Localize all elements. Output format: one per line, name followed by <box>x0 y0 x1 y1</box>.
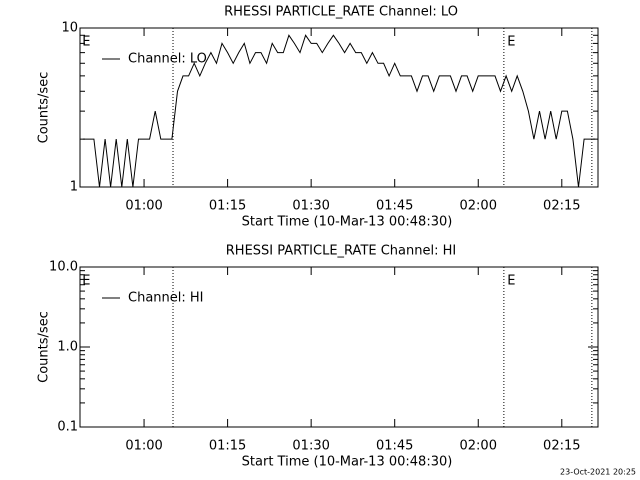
x-tick-label: 01:45 <box>376 439 413 454</box>
x-tick-label: 01:30 <box>292 439 329 454</box>
y-tick-label: 10 <box>61 21 78 36</box>
y-tick-label: 10.0 <box>49 260 78 275</box>
y-tick-label: 1.0 <box>57 340 78 355</box>
x-tick-label: 02:15 <box>543 439 580 454</box>
plot-frame <box>79 27 599 188</box>
x-tick-label: 01:00 <box>125 439 162 454</box>
annotation: E <box>507 35 515 50</box>
x-tick-label: 01:15 <box>209 199 246 214</box>
x-axis-label: Start Time (10-Mar-13 00:48:30) <box>242 455 453 470</box>
x-tick-label: 02:00 <box>460 439 497 454</box>
y-axis-label: Counts/sec <box>37 72 52 144</box>
y-tick-label: 1 <box>70 180 78 195</box>
x-tick-label: 01:30 <box>292 199 329 214</box>
chart-title: RHESSI PARTICLE_RATE Channel: LO <box>224 5 458 20</box>
annotation: E <box>82 274 90 289</box>
x-tick-label: 02:15 <box>543 199 580 214</box>
x-tick-label: 01:15 <box>209 439 246 454</box>
x-tick-label: 01:00 <box>125 199 162 214</box>
y-axis-label: Counts/sec <box>37 311 52 383</box>
x-tick-label: 01:45 <box>376 199 413 214</box>
data-line <box>82 34 596 188</box>
x-axis-label: Start Time (10-Mar-13 00:48:30) <box>242 215 453 230</box>
annotation: E <box>507 274 515 289</box>
x-tick-label: 02:00 <box>460 199 497 214</box>
annotation: E <box>82 35 90 50</box>
y-tick-label: 0.1 <box>57 420 78 435</box>
footer: 23-Oct-2021 20:25 <box>560 468 636 477</box>
legend-label: Channel: LO <box>128 52 207 67</box>
legend-label: Channel: HI <box>128 291 204 306</box>
chart-title: RHESSI PARTICLE_RATE Channel: HI <box>226 244 456 259</box>
